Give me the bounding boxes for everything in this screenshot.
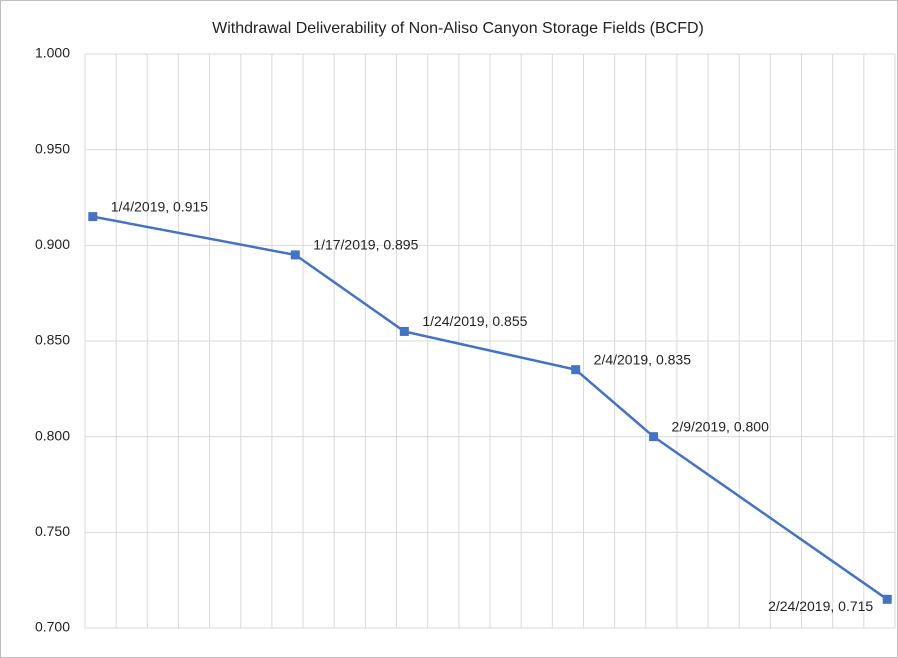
y-tick-label: 0.750 xyxy=(35,523,70,539)
data-marker xyxy=(571,365,581,375)
y-tick-label: 0.850 xyxy=(35,332,70,348)
y-tick-label: 0.700 xyxy=(35,619,70,635)
data-label: 1/4/2019, 0.915 xyxy=(111,198,209,214)
y-tick-label: 0.900 xyxy=(35,236,70,252)
y-tick-label: 0.800 xyxy=(35,427,70,443)
data-label: 2/4/2019, 0.835 xyxy=(594,351,692,367)
data-label: 1/24/2019, 0.855 xyxy=(422,313,527,329)
data-label: 2/24/2019, 0.715 xyxy=(768,598,873,614)
data-label: 2/9/2019, 0.800 xyxy=(672,418,770,434)
data-marker xyxy=(882,594,892,604)
data-marker xyxy=(649,432,659,442)
y-tick-label: 0.950 xyxy=(35,140,70,156)
data-marker xyxy=(399,326,409,336)
data-label: 1/17/2019, 0.895 xyxy=(313,237,418,253)
y-tick-label: 1.000 xyxy=(35,45,70,61)
data-marker xyxy=(88,212,98,222)
data-marker xyxy=(290,250,300,260)
data-line xyxy=(92,215,888,601)
chart-title: Withdrawal Deliverability of Non-Aliso C… xyxy=(212,20,704,37)
